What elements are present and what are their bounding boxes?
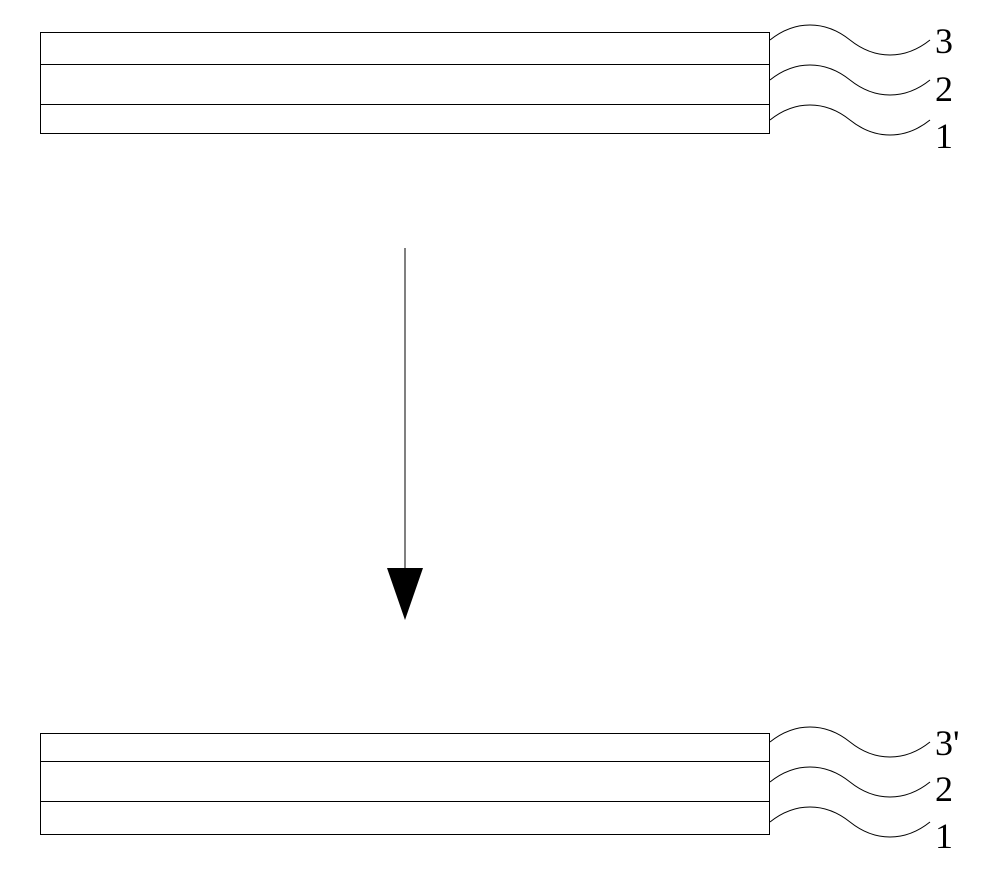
bottom-layer-3-prime xyxy=(41,734,769,762)
bottom-layer-2 xyxy=(41,762,769,802)
diagram-root: 3 2 1 3' 2 1 xyxy=(0,0,1000,896)
top-layer-3 xyxy=(41,33,769,65)
label-bottom-2: 2 xyxy=(935,768,953,810)
top-layer-stack xyxy=(40,32,770,134)
top-pointer-1 xyxy=(770,95,935,145)
bottom-layer-stack xyxy=(40,733,770,835)
bottom-layer-1 xyxy=(41,802,769,836)
top-layer-1 xyxy=(41,105,769,135)
label-top-3: 3 xyxy=(935,20,953,62)
top-layer-2 xyxy=(41,65,769,105)
process-arrow xyxy=(380,248,430,620)
bottom-pointer-1 xyxy=(770,797,935,847)
label-top-2: 2 xyxy=(935,68,953,110)
label-top-1: 1 xyxy=(935,115,953,157)
label-bottom-3-prime: 3' xyxy=(935,722,960,764)
label-bottom-1: 1 xyxy=(935,815,953,857)
